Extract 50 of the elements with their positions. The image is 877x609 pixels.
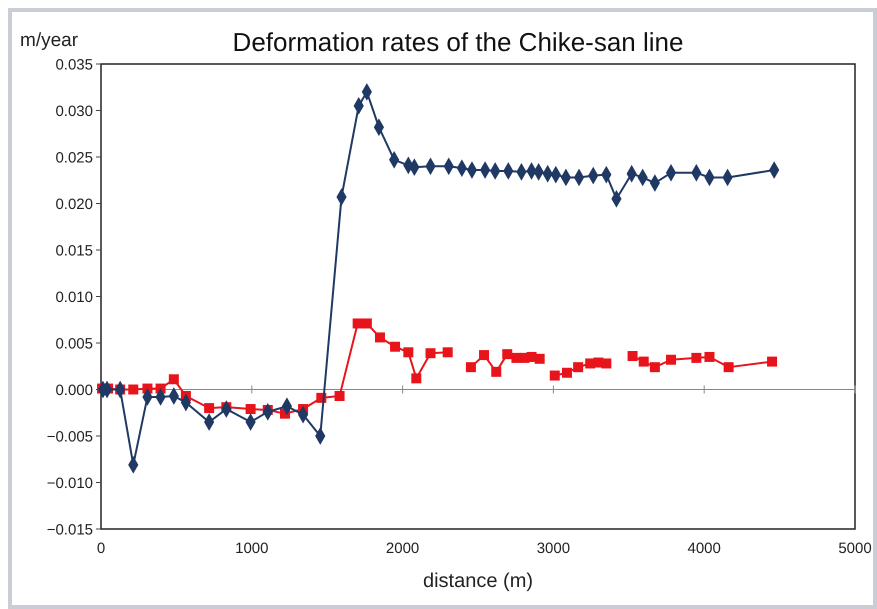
point xyxy=(390,342,400,352)
point xyxy=(352,318,363,328)
x-tick-label: 3000 xyxy=(536,540,570,557)
point xyxy=(534,354,545,364)
point xyxy=(334,391,345,402)
y-tick-label: 0.000 xyxy=(55,382,93,399)
point xyxy=(442,347,453,358)
point xyxy=(502,349,512,360)
point xyxy=(204,403,214,414)
chart-title: Deformation rates of the Chike-san line xyxy=(232,27,684,57)
x-tick-label: 4000 xyxy=(688,540,721,557)
point xyxy=(411,373,422,384)
y-tick-label: 0.010 xyxy=(55,288,93,306)
point xyxy=(479,350,490,360)
y-tick-label: 0.030 xyxy=(55,102,93,120)
point xyxy=(550,370,560,381)
y-tick-label: 0.015 xyxy=(55,242,93,260)
point xyxy=(638,356,649,367)
y-tick-label: 0.020 xyxy=(55,196,93,213)
point xyxy=(666,354,676,365)
point xyxy=(601,358,612,368)
point xyxy=(767,356,778,367)
point xyxy=(691,352,702,363)
point xyxy=(573,362,584,372)
point xyxy=(724,362,734,372)
x-tick-label: 0 xyxy=(96,540,106,557)
point xyxy=(362,318,372,328)
point xyxy=(491,366,502,377)
point xyxy=(704,352,714,362)
y-axis-title: m/year xyxy=(20,30,79,51)
point xyxy=(466,362,476,372)
point xyxy=(403,347,414,358)
x-tick-label: 5000 xyxy=(838,540,872,557)
point xyxy=(128,384,138,394)
y-tick-label: −0.015 xyxy=(46,521,93,538)
y-tick-label: 0.025 xyxy=(55,149,93,166)
x-tick-label: 1000 xyxy=(235,540,268,557)
point xyxy=(562,368,572,378)
point xyxy=(628,351,638,362)
x-axis-title: distance (m) xyxy=(422,570,534,592)
point xyxy=(426,348,436,358)
point xyxy=(168,374,179,384)
y-tick-label: −0.005 xyxy=(46,428,93,446)
y-tick-label: −0.010 xyxy=(46,474,93,492)
point xyxy=(246,404,256,414)
point xyxy=(374,332,385,342)
y-tick-label: 0.035 xyxy=(55,56,93,74)
x-tick-label: 2000 xyxy=(386,540,420,557)
y-tick-label: 0.005 xyxy=(55,335,93,352)
point xyxy=(650,362,660,372)
